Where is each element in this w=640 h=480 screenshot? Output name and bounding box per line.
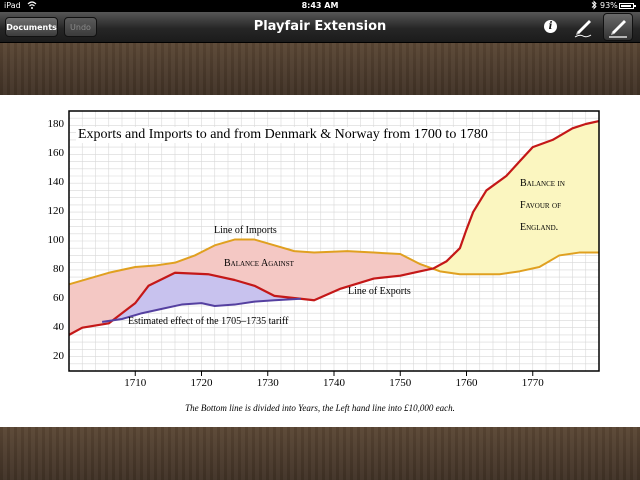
documents-button[interactable]: Documents	[5, 17, 58, 37]
x-tick-label: 1760	[456, 377, 479, 389]
y-tick-label: 20	[53, 349, 64, 362]
background-bottom	[0, 427, 640, 480]
y-tick-label: 160	[47, 147, 65, 160]
balance-against-label: Balance Against	[224, 258, 294, 269]
carrier-label: iPad	[4, 1, 21, 10]
y-tick-label: 180	[47, 118, 65, 131]
y-tick-label: 140	[47, 176, 65, 189]
background-top	[0, 43, 640, 95]
y-tick-label: 100	[47, 234, 65, 246]
battery-level	[621, 5, 632, 7]
pen-icon[interactable]	[572, 15, 596, 43]
exports-label: Line of Exports	[348, 286, 411, 297]
x-tick-label: 1720	[191, 377, 214, 389]
toolbar: Documents Undo Playfair Extension i	[0, 12, 640, 43]
balance-favour-label: Balance in Favour of England.	[520, 173, 565, 239]
chart-caption: The Bottom line is divided into Years, t…	[185, 403, 455, 413]
balance-favour-line-3: England.	[520, 222, 559, 233]
balance-favour-line-2: Favour of	[520, 200, 561, 211]
y-tick-label: 60	[53, 291, 64, 304]
battery-percent: 93%	[600, 1, 618, 10]
wifi-icon	[27, 0, 37, 14]
balance-against-area	[69, 239, 431, 335]
chart: 1710 1720 1730 1740 1750 1760 1770	[68, 110, 600, 389]
exports-line	[68, 120, 600, 336]
x-tick-label: 1740	[323, 377, 346, 389]
chart-title: Exports and Imports to and from Denmark …	[76, 127, 490, 143]
imports-line	[68, 238, 599, 286]
y-tick-label: 120	[47, 205, 65, 218]
clock: 8:43 AM	[301, 1, 339, 10]
x-tick-label: 1710	[124, 377, 147, 389]
x-tick-label: 1770	[522, 377, 545, 389]
undo-button[interactable]: Undo	[64, 17, 97, 37]
x-tick-label: 1750	[389, 377, 412, 389]
tariff-line	[101, 297, 301, 323]
app-title: Playfair Extension	[253, 19, 387, 34]
y-tick-label: 80	[53, 262, 64, 275]
balance-favour-area	[433, 121, 599, 275]
y-tick-label: 40	[53, 320, 64, 333]
chart-page: 1710 1720 1730 1740 1750 1760 1770 20 40 60 80 100…	[0, 95, 640, 427]
bluetooth-icon	[591, 0, 597, 14]
balance-favour-line-1: Balance in	[520, 178, 565, 189]
pen-selected-icon[interactable]	[603, 13, 633, 41]
battery-icon	[619, 3, 636, 9]
status-bar: iPad 8:43 AM 93%	[0, 0, 640, 12]
imports-label: Line of Imports	[214, 225, 277, 236]
info-icon[interactable]: i	[544, 20, 557, 33]
tariff-label: Estimated effect of the 1705–1735 tariff	[128, 316, 289, 327]
x-tick-label: 1730	[257, 377, 280, 389]
